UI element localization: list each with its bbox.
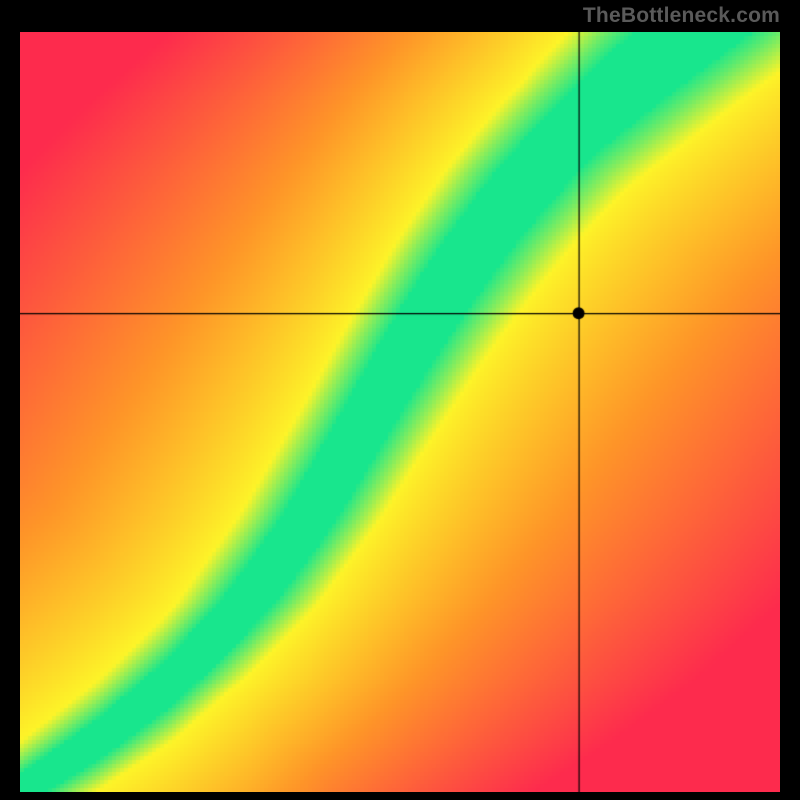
- crosshair-overlay: [20, 32, 780, 792]
- chart-container: TheBottleneck.com: [0, 0, 800, 800]
- watermark-text: TheBottleneck.com: [583, 4, 780, 28]
